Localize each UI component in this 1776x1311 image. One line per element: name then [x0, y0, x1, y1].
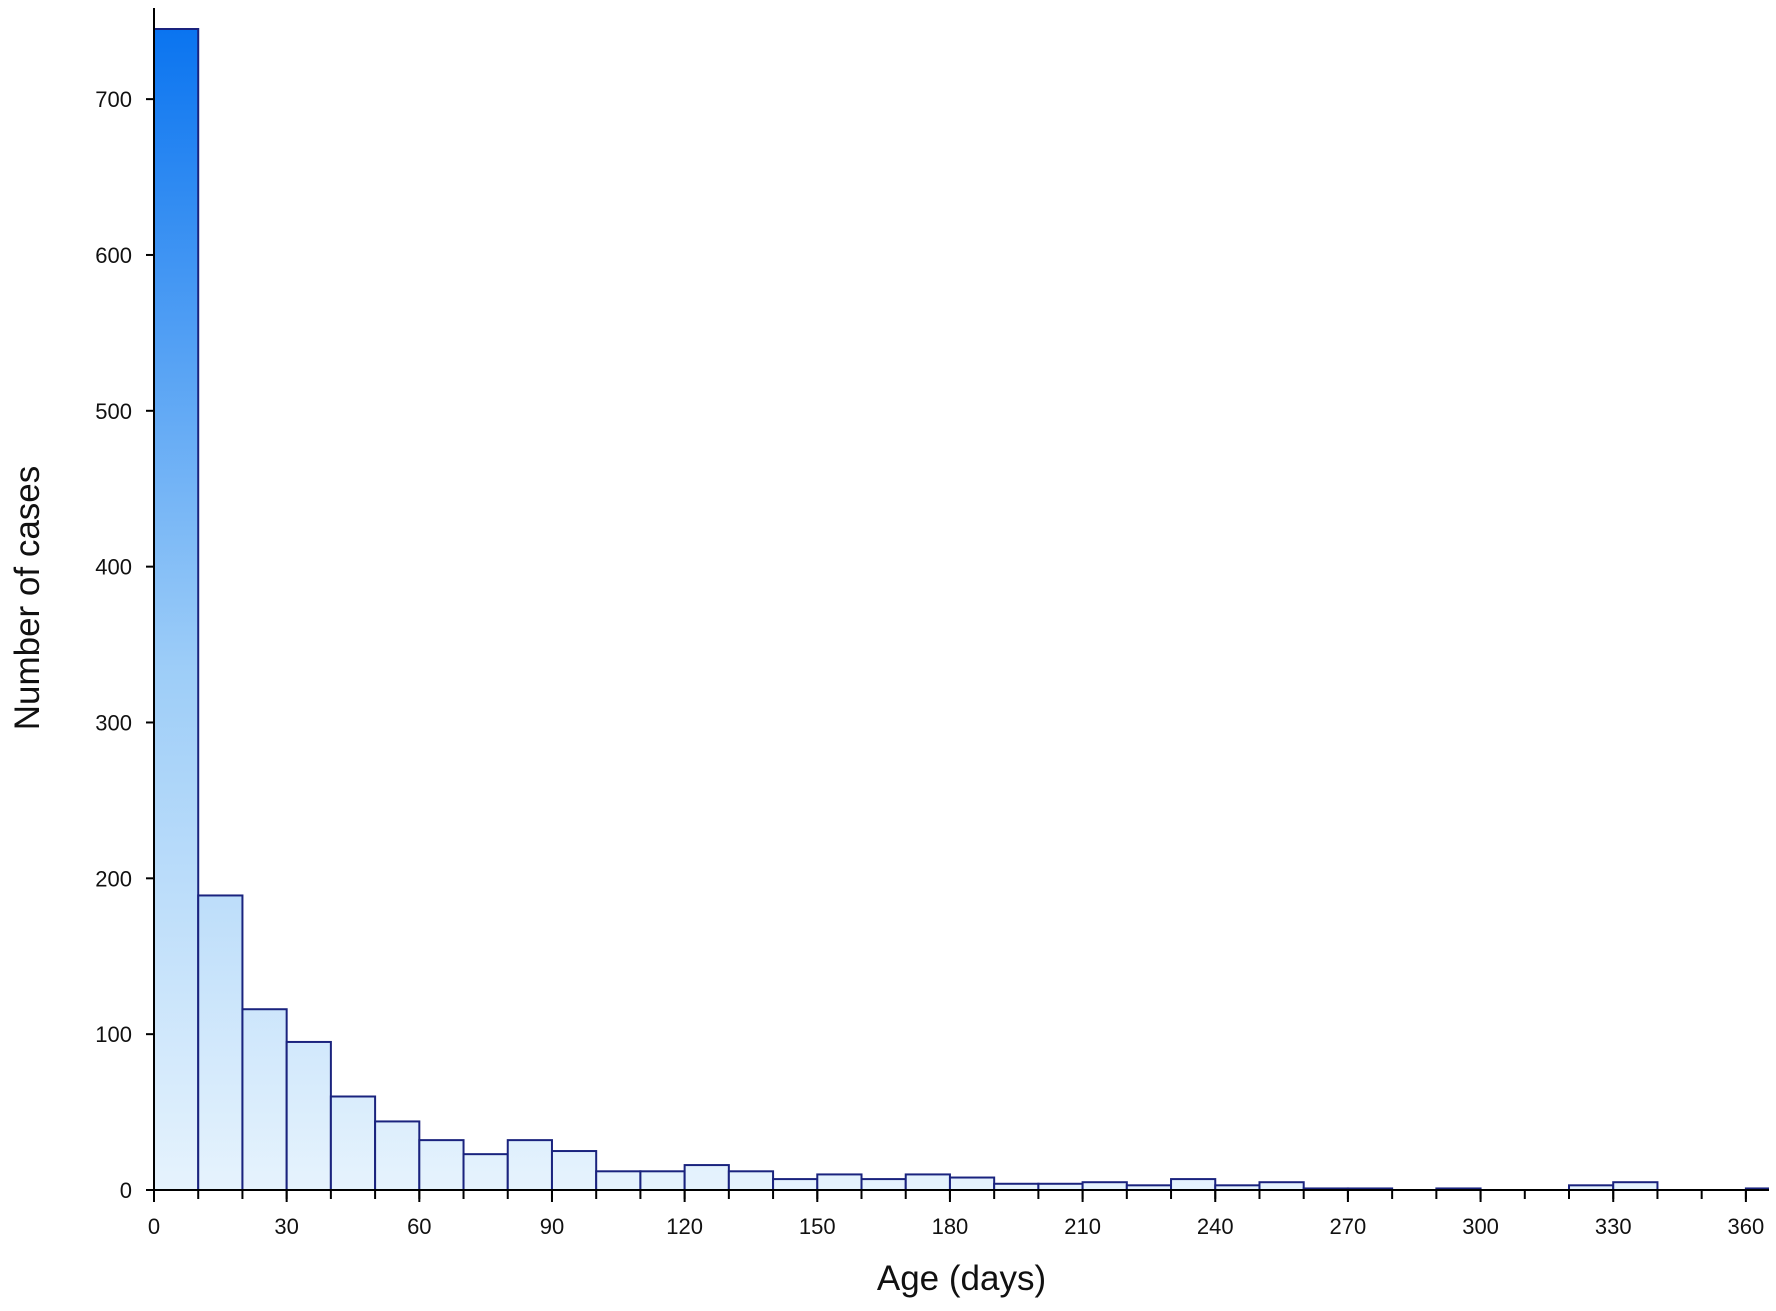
- histogram-bar-110-120: [639, 1170, 686, 1192]
- histogram-bar-120-130: [683, 1164, 730, 1191]
- histogram-bar-230-240: [1170, 1178, 1217, 1191]
- y-tick-label-200: 200: [95, 866, 132, 891]
- histogram-bar-40-50: [329, 1095, 377, 1191]
- histogram-bar-20-30: [241, 1008, 288, 1191]
- bars-group: [153, 28, 1770, 1192]
- histogram-bar-210-220: [1081, 1181, 1128, 1191]
- histogram-bar-10-20: [197, 894, 244, 1192]
- x-tick-label-300: 300: [1462, 1214, 1499, 1239]
- y-tick-label-100: 100: [95, 1022, 132, 1047]
- histogram-bar-180-190: [948, 1176, 996, 1192]
- x-tick-label-90: 90: [540, 1214, 564, 1239]
- y-tick-label-500: 500: [95, 399, 132, 424]
- x-tick-label-0: 0: [148, 1214, 160, 1239]
- x-tick-label-330: 330: [1595, 1214, 1632, 1239]
- x-tick-label-180: 180: [932, 1214, 969, 1239]
- x-tick-label-120: 120: [666, 1214, 703, 1239]
- x-tick-label-30: 30: [274, 1214, 298, 1239]
- x-tick-label-60: 60: [407, 1214, 431, 1239]
- y-tick-label-600: 600: [95, 243, 132, 268]
- histogram-bar-50-60: [374, 1120, 421, 1192]
- y-tick-label-700: 700: [95, 87, 132, 112]
- y-tick-label-300: 300: [95, 710, 132, 735]
- histogram-bar-330-340: [1612, 1181, 1659, 1191]
- x-axis-title: Age (days): [877, 1259, 1046, 1298]
- histogram-bar-70-80: [462, 1153, 509, 1192]
- ticks-group: 0 30 60 90 120 150 180 210 240 270 300 330 360 0 100 20…: [95, 87, 1764, 1239]
- histogram-bar-150-160: [816, 1173, 863, 1192]
- histogram-bar-160-170: [860, 1178, 907, 1191]
- histogram-bar-0-10: [153, 28, 200, 1191]
- y-tick-label-0: 0: [120, 1178, 132, 1203]
- histogram-bar-250-260: [1258, 1181, 1305, 1191]
- histogram-bar-60-70: [418, 1139, 465, 1192]
- x-tick-label-270: 270: [1330, 1214, 1367, 1239]
- x-tick-label-240: 240: [1197, 1214, 1234, 1239]
- axes-group: [153, 8, 1769, 1191]
- y-tick-label-400: 400: [95, 555, 132, 580]
- x-tick-label-210: 210: [1064, 1214, 1101, 1239]
- histogram-bar-130-140: [727, 1170, 775, 1192]
- histogram-bar-140-150: [772, 1178, 819, 1191]
- x-tick-label-360: 360: [1728, 1214, 1765, 1239]
- x-tick-label-150: 150: [799, 1214, 836, 1239]
- histogram-bar-170-180: [904, 1173, 951, 1192]
- y-axis-title: Number of cases: [8, 466, 47, 731]
- histogram-bar-80-90: [506, 1139, 553, 1192]
- histogram-bar-100-110: [595, 1170, 642, 1192]
- histogram-bar-30-40: [285, 1040, 332, 1191]
- histogram-bar-90-100: [550, 1150, 598, 1192]
